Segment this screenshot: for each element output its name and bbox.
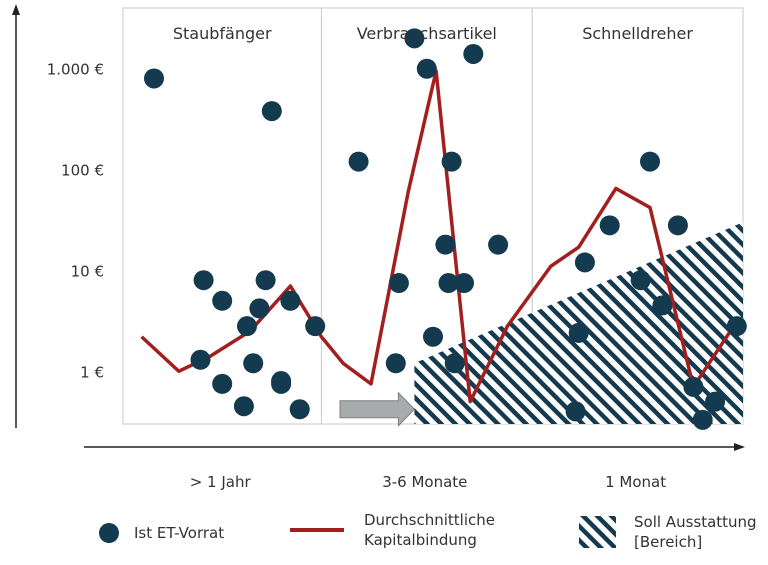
stock-point <box>565 401 586 422</box>
y-tick-label: 10 € <box>71 262 104 280</box>
y-axis-arrow <box>12 4 20 15</box>
stock-point <box>441 151 462 172</box>
stock-point <box>692 409 713 430</box>
legend-label-area-2: [Bereich] <box>634 533 703 551</box>
stock-point <box>423 326 443 347</box>
shift-arrow <box>339 391 416 427</box>
stock-point <box>416 58 437 79</box>
stock-point <box>193 270 214 291</box>
stock-point <box>667 215 688 236</box>
stock-point <box>348 151 369 172</box>
legend-line-icon <box>290 528 344 532</box>
stock-point <box>435 234 456 255</box>
x-category-label: > 1 Jahr <box>190 473 252 491</box>
legend-label-line-2: Kapitalbindung <box>364 531 477 549</box>
legend-label-area: Soll Ausstattung [Bereich] <box>634 512 757 552</box>
y-tick-label: 1 € <box>80 363 104 381</box>
stock-point <box>144 68 164 89</box>
stock-point <box>640 151 660 172</box>
legend-item-line: Durchschnittliche Kapitalbindung <box>288 510 495 550</box>
x-axis-arrow <box>734 443 745 451</box>
stock-point <box>243 353 264 374</box>
stock-point <box>190 349 211 370</box>
x-category-label: 1 Monat <box>605 473 666 491</box>
stock-point <box>683 376 704 397</box>
stock-point <box>237 316 257 337</box>
stock-point <box>305 316 326 337</box>
stock-point <box>280 290 301 311</box>
legend-dot-icon <box>99 523 119 543</box>
segment-title: Verbrauchsartikel <box>357 24 497 43</box>
stock-point <box>705 391 726 412</box>
stock-point <box>574 252 595 273</box>
stock-point <box>388 273 409 294</box>
legend-label-area-1: Soll Ausstattung <box>634 513 757 531</box>
stock-point <box>249 298 270 319</box>
stock-point <box>444 353 465 374</box>
legend-label-line: Durchschnittliche Kapitalbindung <box>364 510 495 550</box>
stock-point <box>271 371 292 392</box>
y-tick-label: 1.000 € <box>47 61 104 79</box>
chart: 1.000 € 100 € 10 € 1 € Staubfänger Verbrauch… <box>12 4 747 491</box>
y-tick-label: 100 € <box>61 162 104 180</box>
segment-title: Staubfänger <box>173 24 272 43</box>
legend-item-scatter: Ist ET-Vorrat <box>98 522 224 544</box>
segment-title: Schnelldreher <box>582 24 693 43</box>
legend-label-scatter: Ist ET-Vorrat <box>134 524 225 542</box>
stock-point <box>454 273 474 294</box>
stock-point <box>233 396 254 417</box>
legend-item-area: Soll Ausstattung [Bereich] <box>578 512 757 552</box>
stock-point <box>255 270 276 291</box>
stock-point <box>652 295 673 316</box>
legend-label-line-1: Durchschnittliche <box>364 511 495 529</box>
stock-point <box>463 43 484 64</box>
legend-hatch-icon <box>579 516 616 548</box>
stock-point <box>212 373 233 394</box>
stock-point <box>261 101 282 122</box>
x-category-label: 3-6 Monate <box>382 473 467 491</box>
stock-point <box>630 270 651 291</box>
stock-point <box>488 234 509 255</box>
stock-point <box>289 399 310 420</box>
stock-point <box>438 273 459 294</box>
legend: Ist ET-Vorrat Durchschnittliche Kapitalb… <box>0 508 768 565</box>
stock-point <box>568 322 589 343</box>
stock-point <box>599 215 620 236</box>
stock-point <box>212 290 233 311</box>
stock-point <box>385 353 406 374</box>
stock-point <box>726 316 747 337</box>
stock-point <box>404 28 425 49</box>
